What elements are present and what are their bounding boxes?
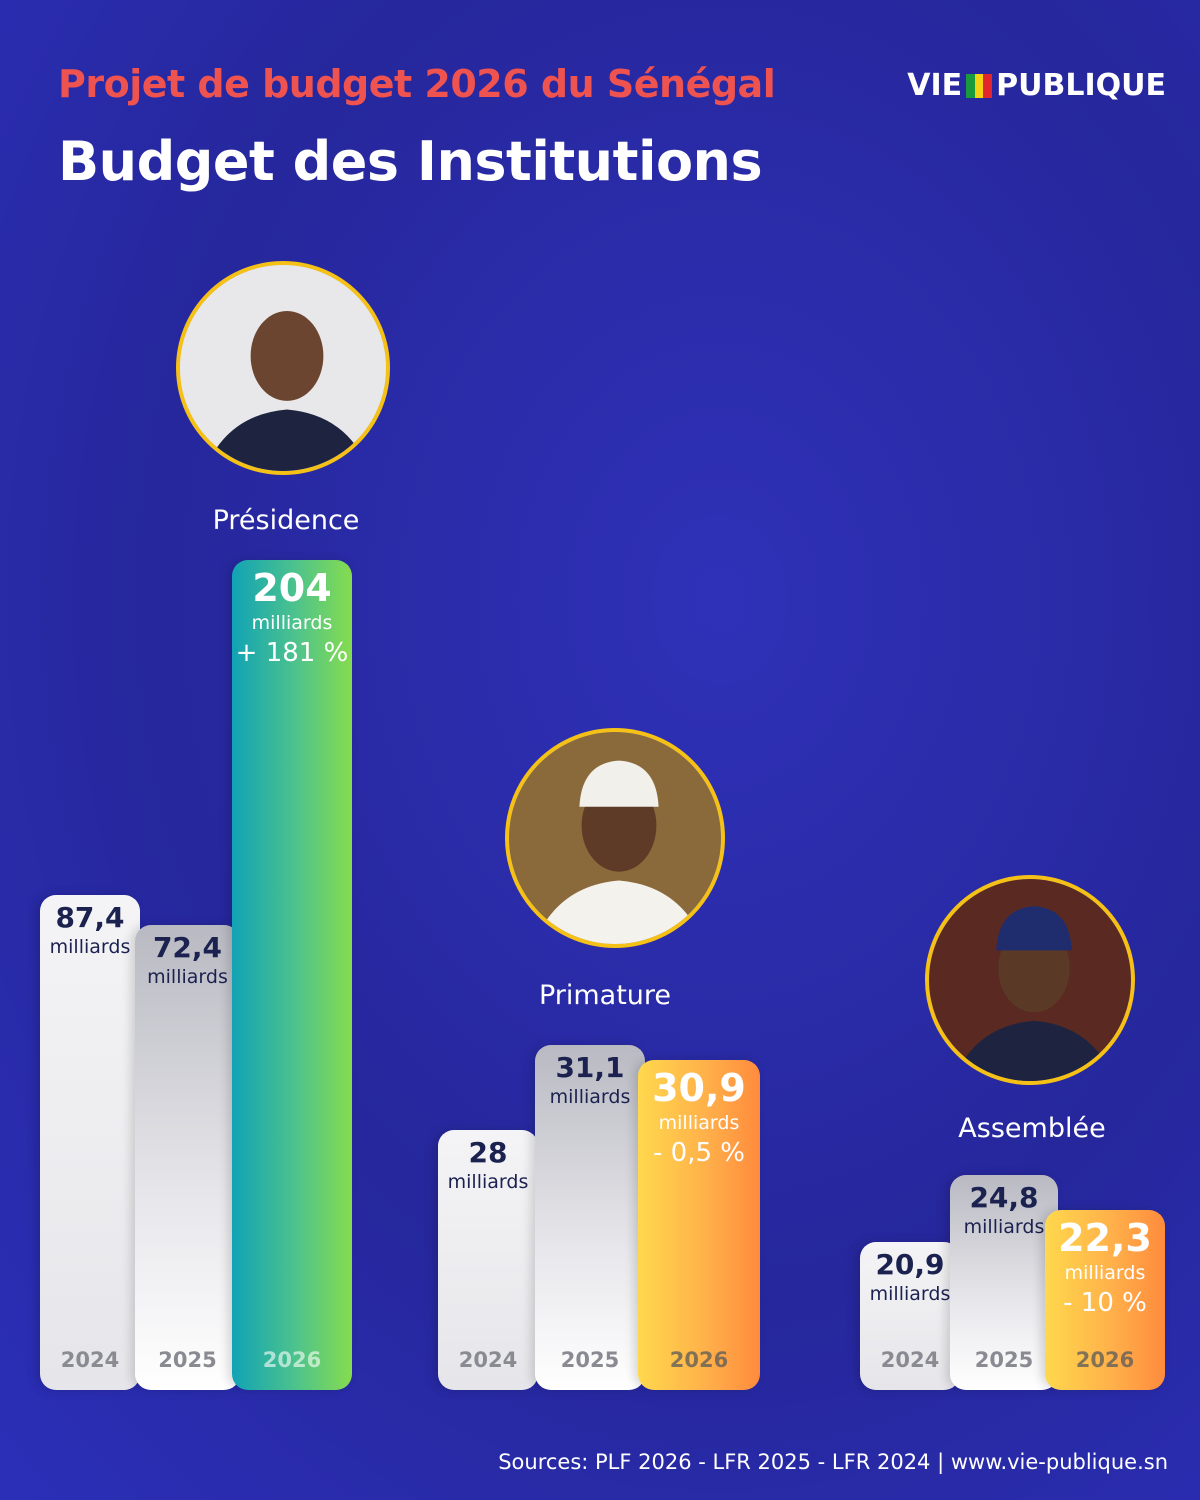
group-label: Présidence (212, 505, 360, 536)
group-label: Primature (538, 980, 672, 1011)
bar-year: 2026 (669, 1348, 729, 1372)
logo-text: VIE (907, 68, 963, 103)
bar-value: 28 (468, 1136, 508, 1169)
bar-change: - 10 % (1063, 1288, 1147, 1318)
portrait (925, 875, 1135, 1085)
logo: VIE PUBLIQUE (907, 68, 1166, 103)
bar-unit: milliards (963, 1216, 1045, 1238)
flag (966, 73, 993, 98)
subtitle: Projet de budget 2026 du Sénégal (58, 62, 776, 106)
bar-value: 22,3 (1058, 1216, 1152, 1260)
bar-unit: milliards (447, 1171, 529, 1193)
portrait (505, 728, 725, 948)
group-label: Assemblée (958, 1113, 1106, 1144)
bar-year: 2024 (880, 1348, 940, 1372)
bar-change: - 0,5 % (653, 1138, 745, 1168)
portrait-figure (929, 879, 1131, 1081)
bar: 72,4 milliards 2025 (135, 925, 240, 1390)
bar-unit: milliards (49, 936, 131, 958)
bar-unit: milliards (147, 966, 228, 988)
bar: 20,9 milliards 2024 (860, 1242, 960, 1390)
bar-value: 24,8 (969, 1181, 1039, 1214)
bar-unit: milliards (658, 1112, 740, 1134)
bar-year: 2025 (158, 1348, 217, 1372)
bar-year: 2026 (262, 1348, 322, 1372)
bar-year: 2026 (1075, 1348, 1135, 1372)
bar-unit: milliards (251, 612, 333, 634)
bar-unit: milliards (549, 1086, 631, 1108)
bar-value: 20,9 (875, 1248, 945, 1281)
bar-value: 87,4 (55, 901, 125, 934)
bar-year: 2024 (60, 1348, 120, 1372)
title: Budget des Institutions (58, 130, 763, 193)
bar: 28 milliards 2024 (438, 1130, 538, 1390)
bar-value: 72,4 (152, 931, 223, 964)
bar-year: 2024 (458, 1348, 518, 1372)
bar: 22,3 milliards - 10 % 2026 (1045, 1210, 1165, 1390)
logo-text: PUBLIQUE (996, 68, 1166, 103)
bar-unit: milliards (869, 1283, 951, 1305)
bar-change: + 181 % (235, 638, 349, 668)
bar-value: 204 (252, 566, 332, 610)
bar-year: 2025 (974, 1348, 1034, 1372)
bar-unit: milliards (1064, 1262, 1146, 1284)
portrait (176, 261, 390, 475)
source: Sources: PLF 2026 - LFR 2025 - LFR 2024 … (498, 1450, 1168, 1474)
bar: 87,4 milliards 2024 (40, 895, 140, 1390)
portrait-figure (509, 732, 721, 944)
bar: 31,1 milliards 2025 (535, 1045, 645, 1390)
bar: 30,9 milliards - 0,5 % 2026 (638, 1060, 760, 1390)
bar: 24,8 milliards 2025 (950, 1175, 1058, 1390)
bar-value: 31,1 (555, 1051, 625, 1084)
bar-year: 2025 (560, 1348, 620, 1372)
bar: 204 milliards + 181 % 2026 (232, 560, 352, 1390)
portrait-figure (180, 265, 386, 471)
bar-value: 30,9 (652, 1066, 746, 1110)
